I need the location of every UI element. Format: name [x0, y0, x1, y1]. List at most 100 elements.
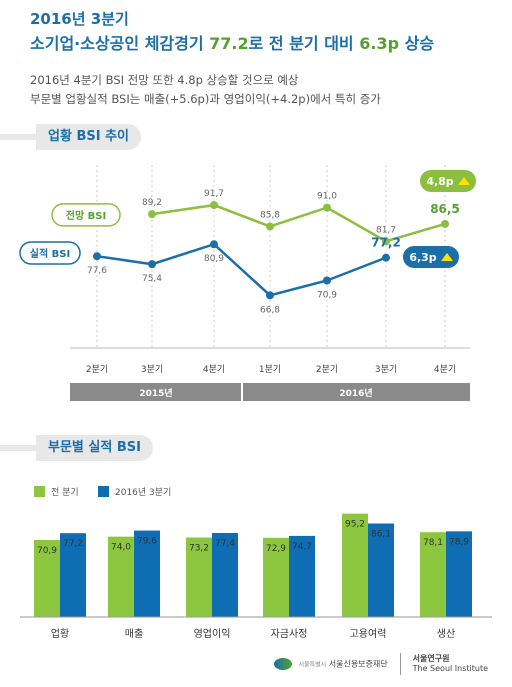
point-forecast-3 [266, 222, 274, 231]
x-tick-label-5: 3분기 [375, 364, 397, 375]
data-label-actual-0: 77,6 [87, 266, 107, 276]
bar-label-curr-1: 79,6 [137, 537, 157, 547]
data-label-forecast-2: 91,7 [204, 189, 224, 199]
point-actual-0 [93, 252, 101, 261]
data-label-actual-4: 70,9 [317, 290, 337, 300]
change-badge-text-actual: 6,3p [409, 251, 436, 264]
bar-label-prev-2: 73,2 [189, 544, 209, 554]
series-line-forecast [151, 203, 446, 243]
headline-val1: 77.2 [209, 34, 249, 53]
subtitle-2: 부문별 업황실적 BSI는 매출(+5.6p)과 영업이익(+4.2p)에서 특… [30, 92, 381, 106]
bar-prev-3 [263, 537, 289, 617]
bar-label-curr-0: 77,2 [63, 539, 83, 549]
bar-curr-3 [289, 535, 315, 617]
year-label-2016: 2016년 [339, 387, 372, 399]
header-headline: 소기업·소상공인 체감경기 77.2로 전 분기 대비 6.3p 상승 [30, 30, 434, 54]
headline-pre: 소기업·소상공인 체감경기 [30, 34, 210, 53]
bar-label-curr-4: 86,1 [371, 530, 391, 540]
bar-chart: 70,9 77,2 업황 74,0 79,6 매출 73,2 77,4 영업이익 72,9 74,7… [20, 513, 492, 640]
x-tick-label-1: 3분기 [141, 364, 163, 375]
x-tick-label-0: 업황 [51, 627, 69, 640]
data-label-forecast-1: 89,2 [142, 198, 162, 208]
x-tick-label-2: 4분기 [203, 364, 225, 375]
bar-label-prev-1: 74,0 [111, 543, 131, 553]
org2-ko: 서울연구원 [412, 654, 450, 663]
point-actual-2 [210, 240, 218, 249]
point-forecast-2 [210, 201, 218, 210]
bar-prev-4 [342, 513, 368, 617]
footer-divider [399, 653, 401, 675]
x-tick-label-1: 매출 [125, 628, 143, 640]
series-pill-label-actual: 실적 BSI [30, 247, 70, 260]
headline-val2: 6.3p [359, 34, 400, 53]
org1-small: 서울특별시 [298, 661, 327, 669]
x-tick-label-6: 4분기 [434, 364, 456, 375]
legend-swatch-curr [98, 486, 109, 497]
bar-prev-2 [186, 537, 212, 617]
bar-prev-5 [420, 532, 446, 617]
x-tick-label-4: 2분기 [316, 364, 338, 375]
bar-curr-1 [134, 530, 160, 617]
headline-mid: 로 전 분기 대비 [248, 34, 360, 53]
data-label-forecast-3: 85,8 [260, 210, 280, 220]
bar-label-prev-4: 95,2 [345, 520, 365, 530]
x-tick-label-3: 자금사정 [271, 628, 308, 640]
legend-prev: 전 분기 [34, 485, 79, 498]
series-pill-label-forecast: 전망 BSI [66, 209, 106, 222]
header-year: 2016년 3분기 [30, 10, 129, 28]
up-arrow-icon [458, 177, 470, 185]
bar-label-prev-0: 70,9 [37, 546, 57, 556]
section2-bar [0, 445, 36, 451]
headline-post: 상승 [399, 34, 435, 53]
x-tick-label-2: 영업이익 [194, 627, 231, 640]
change-badge-actual [403, 246, 459, 268]
subtitle-1: 2016년 4분기 BSI 전망 또한 4.8p 상승할 것으로 예상 [30, 73, 299, 87]
series-pill-forecast [51, 203, 121, 227]
series-line-actual [96, 242, 387, 297]
legend-curr: 2016년 3분기 [98, 485, 171, 498]
data-label-forecast-5: 81,7 [376, 225, 396, 235]
data-label-actual-1: 75,4 [142, 274, 162, 284]
bar-label-curr-2: 77,4 [215, 539, 235, 549]
x-tick-label-4: 고용여력 [350, 628, 387, 640]
bar-label-curr-3: 74,7 [292, 542, 312, 552]
bar-curr-5 [446, 531, 472, 617]
data-label-actual-3: 66,8 [260, 305, 280, 315]
bar-curr-0 [60, 533, 86, 617]
x-tick-label-0: 2분기 [86, 364, 108, 375]
section2-title: 부문별 실적 BSI [36, 435, 153, 461]
point-forecast-6 [441, 219, 449, 228]
change-badge-forecast [420, 170, 476, 192]
year-label-2015: 2015년 [139, 387, 172, 399]
data-label-forecast-6: 86,5 [430, 202, 460, 216]
x-tick-label-5: 생산 [437, 628, 455, 640]
footer: 서울특별시 서울신용보증재단 서울연구원 The Seoul Institute [274, 653, 488, 675]
footer-org2: 서울연구원 The Seoul Institute [413, 654, 488, 674]
section1-title: 업황 BSI 추이 [36, 124, 142, 150]
legend-swatch-prev [34, 486, 45, 497]
point-forecast-4 [323, 203, 331, 212]
bar-curr-4 [368, 523, 394, 617]
point-forecast-1 [148, 210, 156, 219]
point-actual-4 [323, 276, 331, 285]
data-label-actual-2: 80,9 [204, 254, 224, 264]
bar-curr-2 [212, 532, 238, 617]
bar-label-curr-5: 78,9 [449, 537, 469, 547]
up-arrow-icon [441, 253, 453, 261]
bar-prev-0 [34, 540, 60, 617]
bar-label-prev-3: 72,9 [266, 544, 286, 554]
bar-label-prev-5: 78,1 [423, 538, 443, 548]
point-actual-1 [148, 260, 156, 269]
x-tick-label-3: 1분기 [259, 364, 281, 375]
credit-foundation-logo-icon [274, 658, 293, 670]
line-chart: 2분기 3분기 4분기 1분기 2분기 3분기 4분기 2015년 2016년 89,2 91,7 8… [19, 165, 476, 401]
footer-org1: 서울특별시 서울신용보증재단 [274, 658, 388, 670]
point-actual-5 [382, 253, 390, 262]
data-label-forecast-4: 91,0 [317, 192, 337, 202]
point-forecast-5 [382, 237, 390, 246]
bar-prev-1 [108, 536, 134, 617]
data-label-actual-5: 77,2 [371, 236, 401, 250]
legend-label-prev: 전 분기 [51, 488, 79, 498]
year-band [70, 383, 470, 401]
org1-name: 서울신용보증재단 [328, 659, 388, 669]
